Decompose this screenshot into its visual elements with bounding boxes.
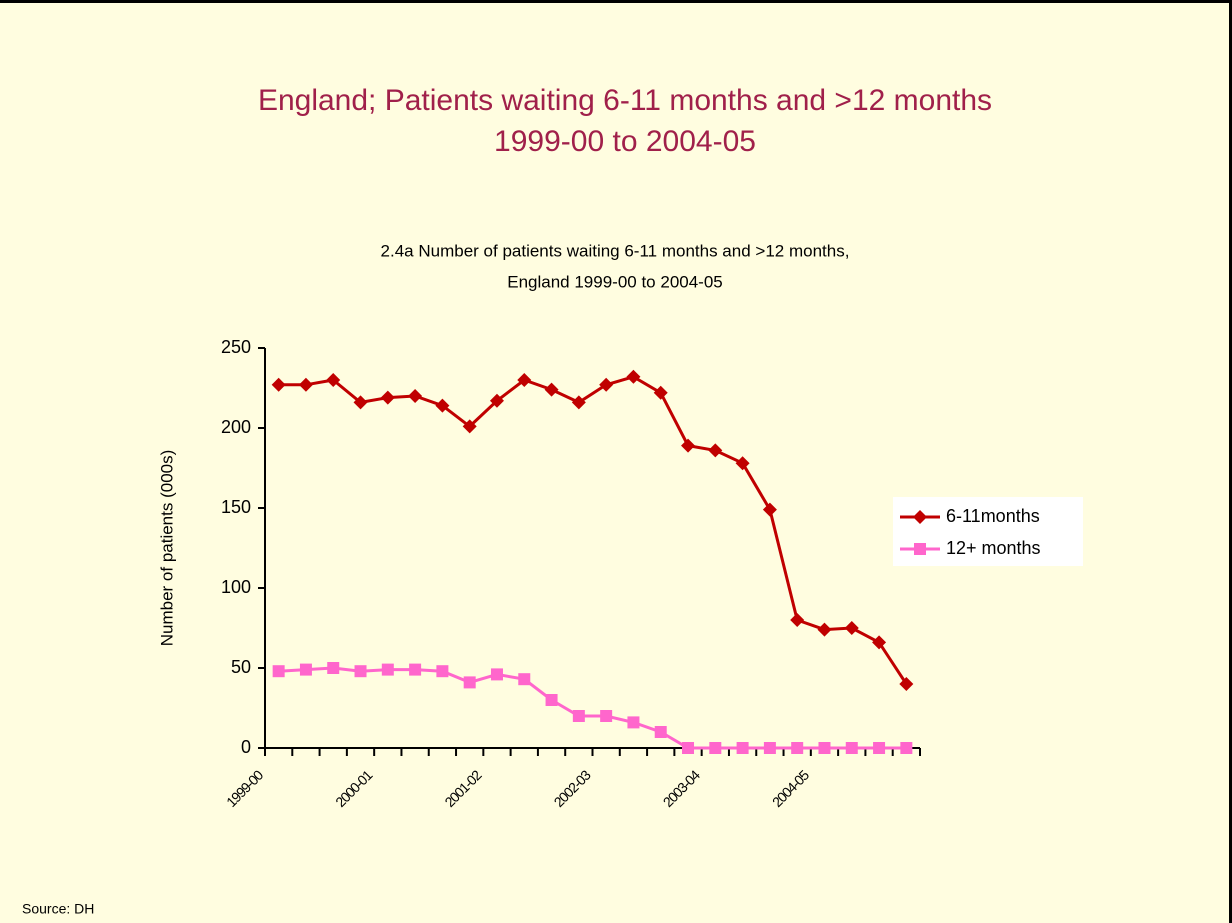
subtitle-line: England 1999-00 to 2004-05 [507,272,723,291]
marker [682,742,695,754]
marker [545,694,558,706]
marker [709,742,722,754]
marker [272,665,285,678]
marker [735,456,750,471]
marker [298,377,313,392]
marker [436,665,449,678]
marker [571,395,586,410]
marker [299,663,312,676]
marker [489,393,504,408]
marker [518,673,531,686]
marker [626,369,641,384]
marker [327,662,340,674]
marker [708,443,723,458]
marker [872,635,887,650]
marker [271,377,286,392]
marker [599,377,614,392]
marker [353,395,368,410]
marker [791,742,804,754]
marker [544,382,559,397]
marker [490,668,503,681]
y-tick-label: 200 [221,417,251,437]
marker [381,663,394,676]
marker [899,677,914,691]
y-tick-label: 150 [221,497,251,517]
marker [463,676,476,689]
marker [380,390,395,405]
marker [354,665,367,678]
title-line: 1999-00 to 2004-05 [494,125,756,158]
y-tick-label: 0 [241,737,251,757]
marker [435,398,450,413]
marker [763,742,776,754]
marker [762,502,777,517]
marker [818,742,831,754]
y-axis-label: Number of patients (000s) [157,450,176,647]
title-line: England; Patients waiting 6-11 months an… [258,84,992,117]
marker [627,716,640,729]
legend-label: 6-11months [946,506,1040,526]
marker [681,438,696,453]
marker [409,663,422,676]
legend-label: 12+ months [946,538,1041,558]
y-tick-label: 100 [221,577,251,597]
marker [654,726,667,738]
marker [914,543,926,555]
marker [736,742,749,754]
marker [600,710,613,722]
marker [653,385,668,400]
y-tick-label: 250 [221,337,251,357]
marker [517,373,532,387]
subtitle-line: 2.4a Number of patients waiting 6-11 mon… [381,241,850,260]
marker [873,742,886,754]
marker [462,419,477,434]
marker [408,389,423,403]
marker [817,622,832,637]
marker [844,621,859,635]
marker [326,373,341,387]
source: Source: DH [22,901,94,917]
marker [900,742,913,754]
marker [790,613,805,627]
y-tick-label: 50 [231,657,251,677]
marker [572,710,585,722]
marker [913,510,927,524]
marker [845,742,858,754]
